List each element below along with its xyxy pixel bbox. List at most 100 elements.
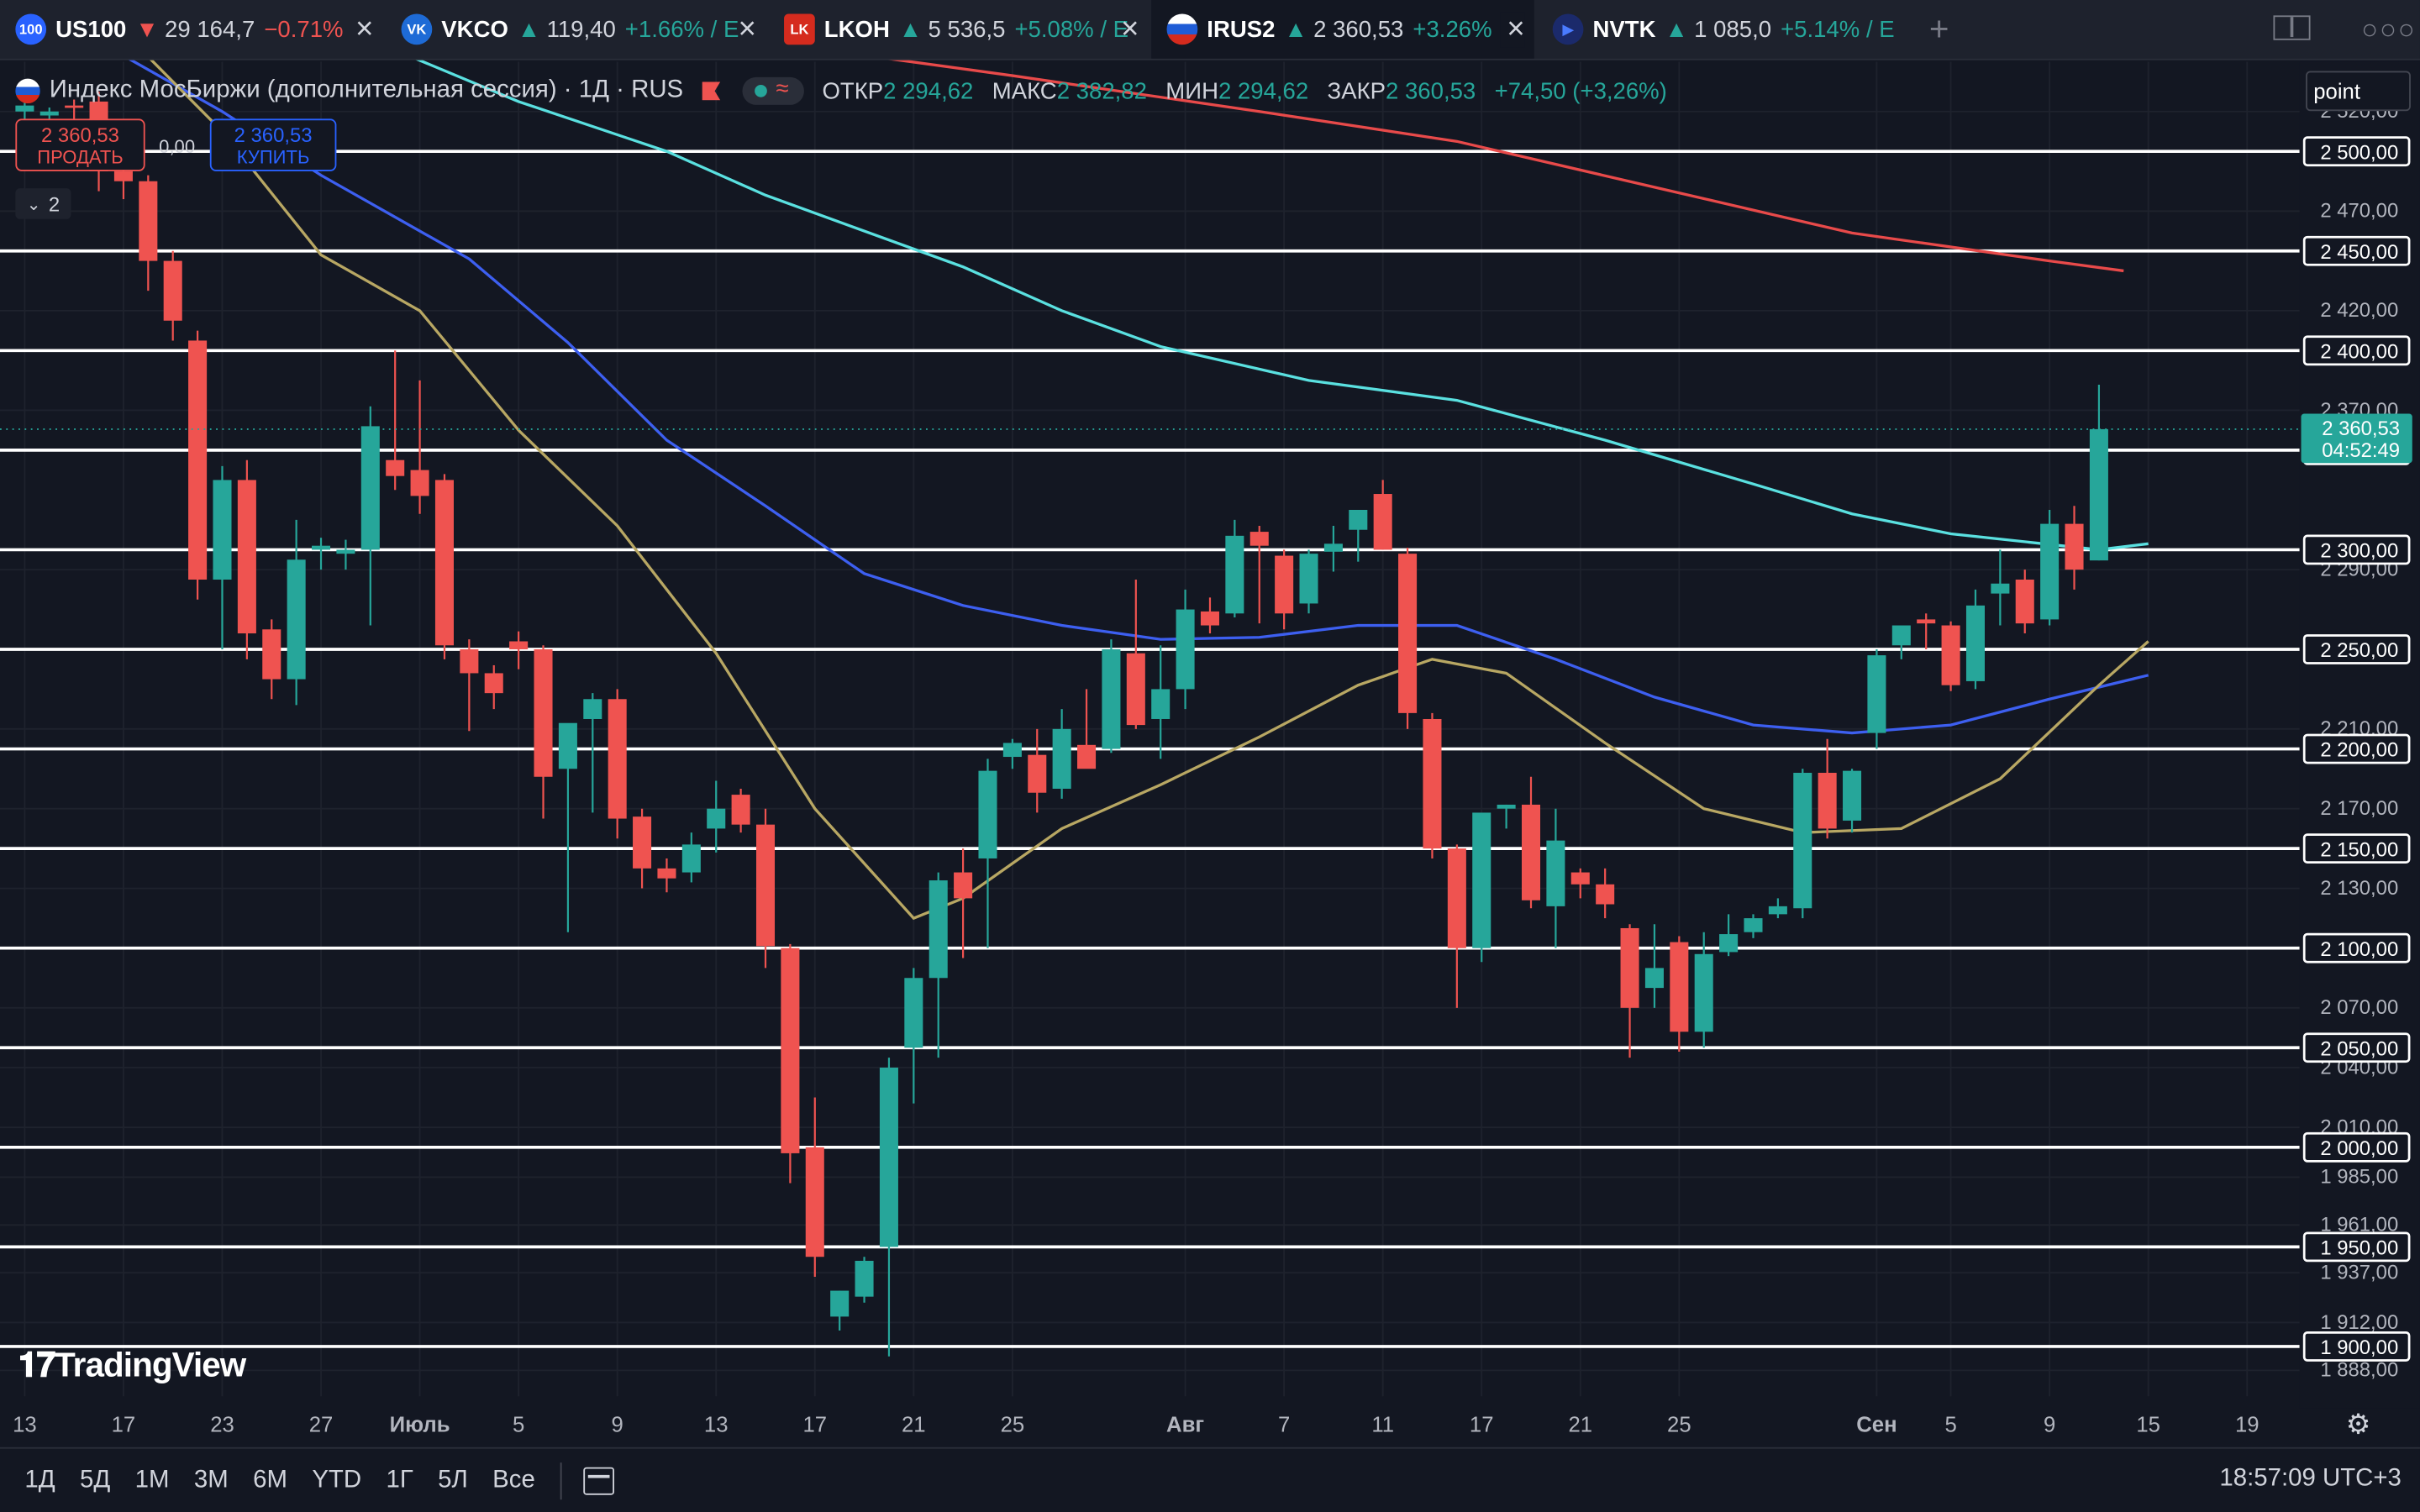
candle-down: [1447, 848, 1466, 948]
candle-down: [509, 641, 529, 649]
period-1d[interactable]: 1Д: [24, 1467, 55, 1494]
period-1m[interactable]: 1М: [134, 1467, 170, 1494]
candle-up: [558, 722, 577, 769]
tab-symbol: US100: [55, 16, 127, 43]
level-price-tag: [2302, 932, 2411, 963]
candle-up: [1965, 605, 1985, 681]
level-price-label: 2 150,00: [2320, 838, 2398, 861]
period-6m[interactable]: 6М: [253, 1467, 287, 1494]
tab-vkco[interactable]: VK VKCO ▲ 119,40 +1.66% / E ×: [386, 0, 765, 59]
period-5d[interactable]: 5Д: [80, 1467, 111, 1494]
sell-button[interactable]: 2 360,53 ПРОДАТЬ: [15, 118, 145, 171]
level-price-tag: [2302, 833, 2411, 864]
russia-flag-icon: [15, 78, 40, 104]
price-axis-label: 2 170,00: [2320, 797, 2398, 820]
candle-down: [1126, 653, 1145, 726]
tab-lkoh[interactable]: LK LKOH ▲ 5 536,5 +5.08% / E ×: [769, 0, 1149, 59]
period-5y[interactable]: 5Л: [438, 1467, 468, 1494]
clock[interactable]: 18:57:09 UTC+3: [2219, 1465, 2402, 1493]
up-arrow-icon: ▲: [1284, 16, 1307, 43]
level-price-label: 2 200,00: [2320, 739, 2398, 762]
tab-nvtk[interactable]: ▶ NVTK ▲ 1 085,0 +5.14% / E: [1537, 0, 1917, 59]
candle-down: [1818, 773, 1837, 829]
price-axis-label: 1 912,00: [2320, 1311, 2398, 1334]
bottom-toolbar: 1Д 5Д 1М 3М 6М YTD 1Г 5Л Все 18:57:09 UT…: [0, 1446, 2420, 1512]
time-axis-label: 17: [1470, 1413, 1494, 1436]
candle-up: [1225, 535, 1244, 614]
tab-change: +1.66% / E: [624, 16, 739, 43]
tab-symbol: NVTK: [1592, 16, 1656, 43]
symbol-legend: Индекс МосБиржи (дополнительная сессия) …: [15, 74, 1679, 108]
symbol-title[interactable]: Индекс МосБиржи (дополнительная сессия) …: [49, 76, 684, 104]
close-icon[interactable]: ×: [1121, 12, 1139, 47]
level-price-tag: [2302, 235, 2411, 266]
watermark-text: TradingView: [55, 1345, 246, 1384]
tab-us100[interactable]: 100 US100 ▼ 29 164,7 −0.71% ×: [0, 0, 383, 59]
layout-icon[interactable]: [2273, 15, 2311, 40]
tab-change: +3.26%: [1413, 16, 1492, 43]
moving-average-100: [370, 38, 2149, 552]
period-3m[interactable]: 3М: [193, 1467, 229, 1494]
tab-price: 2 360,53: [1313, 16, 1404, 43]
candle-down: [1249, 532, 1269, 546]
time-axis-label: Сен: [1856, 1413, 1897, 1436]
candle-up: [2040, 523, 2060, 620]
candle-up: [929, 880, 948, 979]
current-price-label: 2 360,53: [2322, 417, 2400, 440]
indicator-count: 2: [48, 192, 60, 216]
candle-down: [954, 872, 973, 899]
price-chart[interactable]: 2 520,002 470,002 420,002 370,002 290,00…: [0, 0, 2420, 1447]
time-axis-label: 5: [1944, 1413, 1956, 1436]
candle-up: [1793, 773, 1812, 909]
calendar-icon[interactable]: [582, 1467, 614, 1495]
candle-up: [1843, 770, 1862, 821]
time-axis-label: 21: [1568, 1413, 1592, 1436]
time-axis-label: 19: [2235, 1413, 2260, 1436]
candle-up: [39, 111, 59, 116]
candle-up: [1102, 648, 1121, 749]
candle-up: [1768, 906, 1787, 915]
tab-bar: 100 US100 ▼ 29 164,7 −0.71% × VK VKCO ▲ …: [0, 0, 2420, 60]
indicators-toggle[interactable]: ⌄ 2: [15, 188, 71, 219]
candle-down: [410, 470, 429, 496]
period-all[interactable]: Все: [492, 1467, 535, 1494]
buy-button[interactable]: 2 360,53 КУПИТЬ: [209, 118, 337, 171]
tab-change: +5.14% / E: [1781, 16, 1895, 43]
price-axis-label: 1 985,00: [2320, 1166, 2398, 1189]
tradingview-logo[interactable]: 𝟏𝟕TradingView: [18, 1345, 246, 1386]
add-tab-icon[interactable]: +: [1928, 9, 1949, 48]
novatek-icon: ▶: [1552, 13, 1584, 45]
candle-up: [583, 699, 602, 719]
level-price-tag: [2302, 534, 2411, 565]
candle-up: [1299, 554, 1318, 604]
tab-change: −0.71%: [264, 16, 344, 43]
tab-irus2[interactable]: IRUS2 ▲ 2 360,53 +3.26% ×: [1151, 0, 1534, 59]
ohlc-values: ОТКР2 294,62 МАКС2 382,82 МИН2 294,62 ЗА…: [822, 77, 1667, 104]
close-icon[interactable]: ×: [355, 12, 374, 47]
candle-down: [163, 260, 182, 321]
tab-price: 119,40: [546, 16, 616, 43]
period-ytd[interactable]: YTD: [312, 1467, 362, 1494]
candle-up: [1151, 689, 1171, 719]
level-price-tag: [2302, 634, 2411, 664]
drawing-tool-input[interactable]: point: [2306, 71, 2411, 112]
candle-up: [2089, 428, 2108, 561]
level-price-label: 2 450,00: [2320, 241, 2398, 264]
close-icon[interactable]: ×: [1500, 12, 1525, 48]
more-icon[interactable]: ○○○: [2361, 13, 2417, 45]
level-price-tag: [2302, 733, 2411, 764]
level-price-label: 2 400,00: [2320, 340, 2398, 363]
candle-down: [1077, 744, 1097, 769]
settings-gear-icon[interactable]: ⚙: [2345, 1408, 2371, 1440]
lukoil-icon: LK: [784, 13, 815, 45]
level-price-label: 2 100,00: [2320, 938, 2398, 961]
tab-change: +5.08% / E: [1014, 16, 1129, 43]
flag-marker-icon[interactable]: [702, 81, 721, 101]
market-status-icon[interactable]: [741, 76, 804, 105]
level-price-label: 2 500,00: [2320, 141, 2398, 164]
candle-down: [262, 629, 281, 680]
time-axis-label: Июль: [390, 1413, 450, 1436]
period-1y[interactable]: 1Г: [386, 1467, 413, 1494]
close-icon[interactable]: ×: [738, 12, 756, 47]
